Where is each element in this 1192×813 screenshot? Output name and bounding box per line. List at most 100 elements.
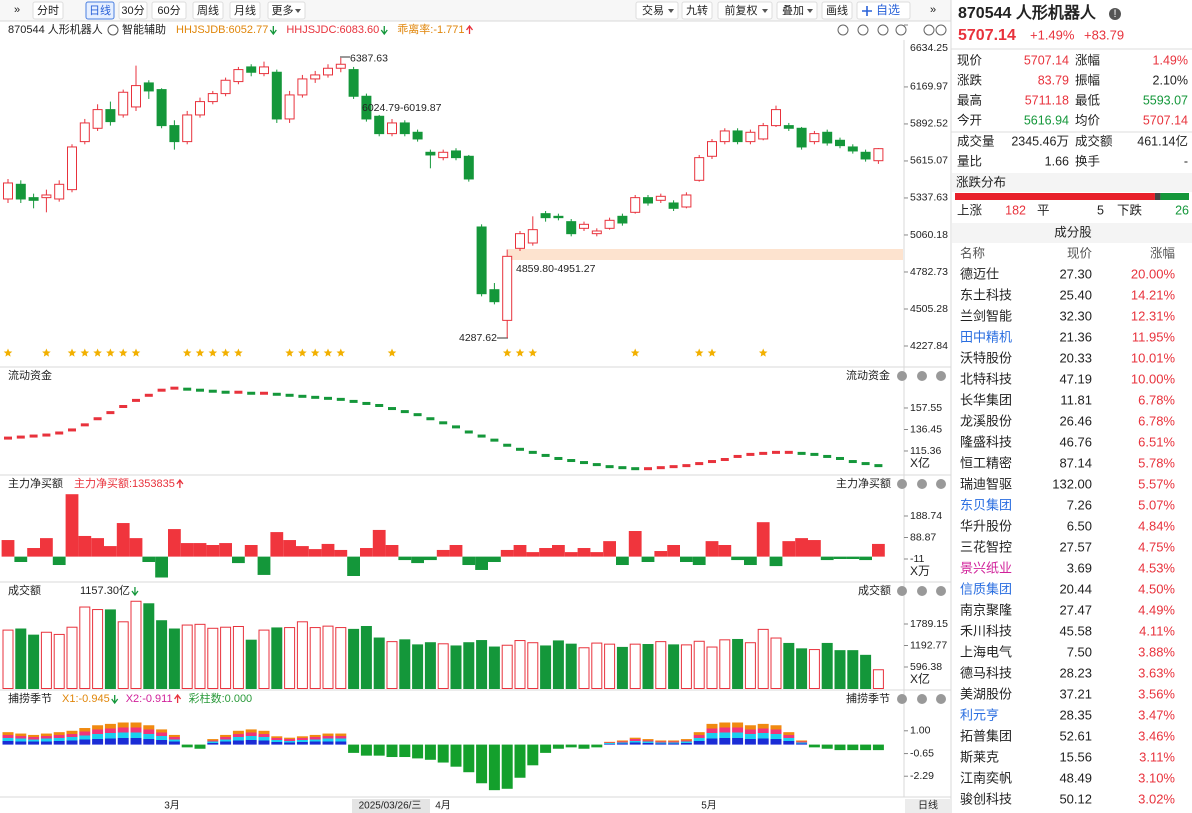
stock-row-name[interactable]: 斯莱克 [960,749,999,764]
netbuy-bar [616,556,629,566]
tab-button[interactable] [229,1,261,20]
stock-row-name[interactable]: 田中精机 [960,329,1012,344]
stock-row-name[interactable]: 兰剑智能 [960,308,1012,323]
tab-button[interactable] [118,1,148,20]
stock-row-name[interactable]: 德迈仕 [960,266,999,281]
netbuy-bar [756,522,770,557]
settings-icon[interactable] [936,479,946,489]
stock-row-name[interactable]: 南京聚隆 [960,602,1012,617]
volume-bar [245,639,257,689]
stock-row-name[interactable]: 华升股份 [960,518,1012,533]
netbuy-bar [372,529,386,557]
flow-dot [477,434,486,438]
stock-row-name[interactable]: 瑞迪智驱 [960,476,1012,491]
stock-row-name[interactable]: 拓普集团 [960,728,1012,743]
netbuy-bar [718,545,732,557]
netbuy-bar [65,494,79,557]
flow-dot [336,397,345,401]
season-bar [271,736,283,745]
volume-bar [501,644,513,689]
netbuy-bar [14,556,28,563]
tab-button[interactable] [85,1,115,20]
tool-button[interactable] [821,1,853,20]
candle-body [566,221,577,235]
settings-icon[interactable] [917,586,927,596]
flow-dot [605,465,614,469]
season-bar [207,739,219,745]
expand-icon[interactable]: » [930,4,936,16]
flow-dot [656,466,665,470]
flow-dot [528,450,537,454]
tab-button[interactable] [151,1,187,20]
tab-button[interactable] [32,1,64,20]
settings-icon[interactable] [897,371,907,381]
signal-star [310,348,320,357]
collapse-icon[interactable]: » [14,4,20,16]
flow-dot [836,456,844,460]
netbuy-bar [603,541,616,557]
stock-row-name[interactable]: 上海电气 [960,644,1012,659]
settings-icon[interactable] [897,694,907,704]
candle-body [79,122,90,143]
candle-body [489,289,500,303]
season-bar [258,730,270,745]
stock-row-name[interactable]: 长华集团 [960,392,1012,407]
stock-row-name[interactable]: 沃特股份 [960,350,1012,365]
tool-button[interactable] [776,1,818,20]
tab-button[interactable] [192,1,224,20]
settings-icon[interactable] [897,586,907,596]
stock-row-name[interactable]: 利元亨 [960,707,999,722]
stock-row-price: 46.76 [1059,434,1092,449]
volume-bar [616,646,628,689]
stock-row-name[interactable]: 恒工精密 [960,455,1012,470]
stock-row-name[interactable]: 东贝集团 [960,497,1012,512]
signal-star [758,348,768,357]
flow-dot [439,421,448,425]
candle-body [591,230,602,235]
stock-row-price: 47.19 [1059,371,1092,386]
tab-button[interactable] [267,1,306,20]
settings-icon[interactable] [936,586,946,596]
panel-title-right: 流动资金 [846,368,890,382]
assist-icon[interactable] [107,24,119,36]
signal-star [234,348,243,357]
candle-body [630,197,641,213]
candle-body [835,139,845,147]
stock-row-name[interactable]: 景兴纸业 [960,560,1012,575]
candle-body [476,226,487,295]
settings-icon[interactable] [936,694,946,704]
stock-row-name[interactable]: 北特科技 [960,371,1012,386]
stock-row-price: 3.69 [1067,560,1092,575]
stock-row-name[interactable]: 江南奕帆 [960,770,1012,785]
stock-row-price: 27.57 [1059,539,1092,554]
settings-icon[interactable] [917,479,927,489]
flow-dot [234,390,243,394]
tab-label: 60分 [157,4,180,17]
stock-row-name[interactable]: 德马科技 [960,665,1012,680]
stock-row-name[interactable]: 信质集团 [960,581,1012,596]
netbuy-bar [78,535,92,557]
y-tick-label: 596.38 [910,661,942,673]
annotation: 6024.79-6019.87 [362,102,442,114]
stock-row-name[interactable]: 东土科技 [960,287,1012,302]
info-icon[interactable] [1109,8,1121,20]
tool-button[interactable] [635,1,679,20]
candle-body [41,194,52,199]
stock-row-name[interactable]: 骏创科技 [960,791,1012,806]
stock-row-price: 50.12 [1059,791,1092,806]
tool-button[interactable] [856,1,911,20]
stock-row-name[interactable]: 美湖股份 [960,686,1012,701]
y-tick-label: 5615.07 [910,155,948,167]
settings-icon[interactable] [917,694,927,704]
stock-row-name[interactable]: 三花智控 [960,539,1012,554]
stock-row-name[interactable]: 龙溪股份 [960,413,1012,428]
tool-button[interactable] [681,1,713,20]
stock-row-name[interactable]: 禾川科技 [960,623,1012,638]
settings-icon[interactable] [897,479,907,489]
tool-button[interactable] [717,1,773,20]
settings-icon[interactable] [917,371,927,381]
stock-row-name[interactable]: 隆盛科技 [960,434,1012,449]
panel-value: 主力净买额:1353835 [74,476,175,490]
settings-icon[interactable] [936,371,946,381]
cursor-date-bg [352,799,430,813]
